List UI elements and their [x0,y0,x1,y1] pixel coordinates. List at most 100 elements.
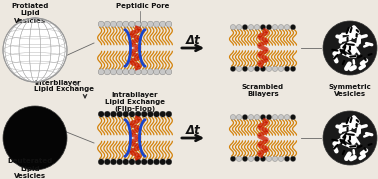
Circle shape [242,25,248,30]
Circle shape [141,159,147,165]
Circle shape [123,111,129,117]
Text: Protiated
Lipid
Vesicles: Protiated Lipid Vesicles [11,3,49,24]
Circle shape [248,115,254,120]
Circle shape [284,66,290,71]
Circle shape [273,25,277,30]
Circle shape [141,69,147,75]
Text: Intrabilayer
Lipid Exchange
(Flip-Flop): Intrabilayer Lipid Exchange (Flip-Flop) [105,92,165,112]
Circle shape [123,69,129,75]
Circle shape [104,69,110,75]
Circle shape [284,115,290,120]
Circle shape [242,156,248,161]
Circle shape [98,69,104,75]
Circle shape [273,66,277,71]
Circle shape [230,25,235,30]
Circle shape [104,21,110,27]
Circle shape [110,21,116,27]
Circle shape [116,111,122,117]
Circle shape [153,69,160,75]
Circle shape [98,159,104,165]
Circle shape [166,111,172,117]
Circle shape [110,159,116,165]
Circle shape [116,69,122,75]
Circle shape [104,159,110,165]
Circle shape [248,66,254,71]
Text: Deuterated
Lipid
Vesicles: Deuterated Lipid Vesicles [8,158,53,179]
Circle shape [290,115,296,120]
Circle shape [129,69,135,75]
Text: Symmetric
Vesicles: Symmetric Vesicles [328,84,371,97]
Circle shape [160,21,166,27]
Circle shape [248,25,254,30]
Circle shape [284,25,290,30]
Circle shape [236,115,242,120]
Circle shape [98,21,104,27]
Circle shape [254,115,260,120]
Circle shape [266,66,272,71]
Circle shape [254,156,260,161]
Circle shape [123,159,129,165]
Circle shape [290,66,296,71]
Circle shape [135,69,141,75]
Circle shape [242,115,248,120]
Circle shape [3,18,67,82]
Text: Peptidic Pore: Peptidic Pore [116,3,170,9]
Circle shape [147,69,153,75]
Circle shape [278,115,284,120]
Text: Interbilayer
Lipid Exchange: Interbilayer Lipid Exchange [34,79,94,93]
Circle shape [260,115,266,120]
Circle shape [110,69,116,75]
Circle shape [290,25,296,30]
Circle shape [129,159,135,165]
Circle shape [254,25,260,30]
Circle shape [147,111,153,117]
Circle shape [123,21,129,27]
Circle shape [160,159,166,165]
Circle shape [135,111,141,117]
Circle shape [166,69,172,75]
Circle shape [236,66,242,71]
Circle shape [116,21,122,27]
Circle shape [129,111,135,117]
Circle shape [266,115,272,120]
Circle shape [248,156,254,161]
Circle shape [254,66,260,71]
Circle shape [260,156,266,161]
Circle shape [147,159,153,165]
Circle shape [278,25,284,30]
Circle shape [98,111,104,117]
Circle shape [129,21,135,27]
Circle shape [290,156,296,161]
Circle shape [230,156,235,161]
Circle shape [323,111,377,165]
Circle shape [273,115,277,120]
Text: Δt: Δt [186,33,200,47]
Circle shape [242,66,248,71]
Circle shape [166,159,172,165]
Circle shape [230,115,235,120]
Circle shape [278,66,284,71]
Circle shape [236,25,242,30]
Circle shape [153,21,160,27]
Circle shape [135,21,141,27]
Circle shape [160,111,166,117]
Text: Scrambled
Bilayers: Scrambled Bilayers [242,84,284,97]
Circle shape [260,66,266,71]
Circle shape [147,21,153,27]
Circle shape [141,111,147,117]
Circle shape [160,69,166,75]
Circle shape [110,111,116,117]
Circle shape [104,111,110,117]
Circle shape [236,156,242,161]
Circle shape [166,21,172,27]
Circle shape [278,156,284,161]
Circle shape [273,156,277,161]
Circle shape [323,21,377,75]
Circle shape [266,156,272,161]
Circle shape [3,106,67,170]
Circle shape [284,156,290,161]
Circle shape [260,25,266,30]
Circle shape [230,66,235,71]
Circle shape [153,159,160,165]
Circle shape [141,21,147,27]
